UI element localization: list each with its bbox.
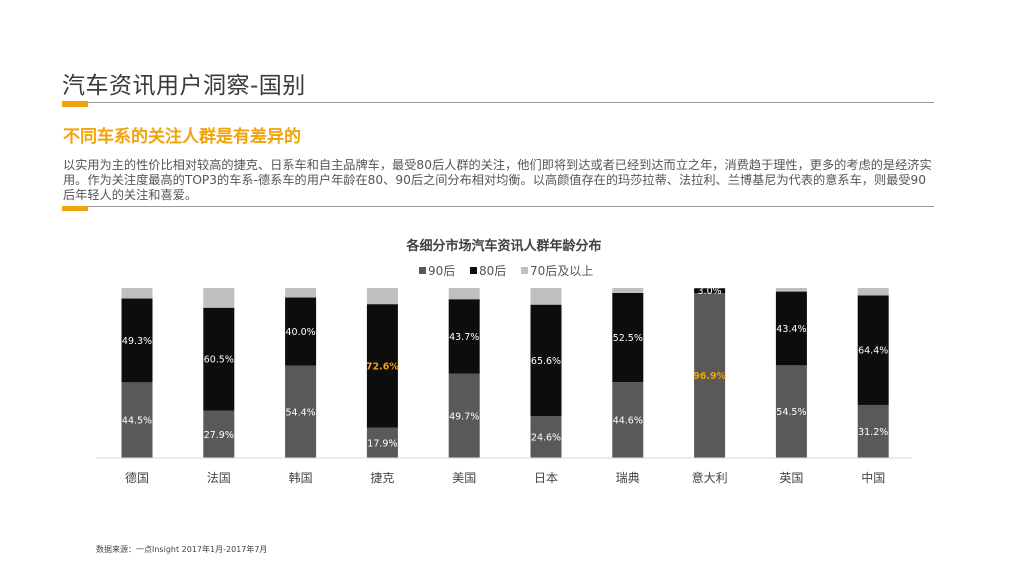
- category-label: 日本: [534, 471, 558, 485]
- data-label: 43.4%: [776, 324, 806, 335]
- bar-segment: [448, 288, 480, 300]
- bar-segment: [612, 382, 644, 458]
- chart-title: 各细分市场汽车资讯人群年龄分布: [405, 238, 601, 254]
- bar-segment: [366, 288, 398, 305]
- bar-segment: [448, 299, 480, 374]
- age-distribution-chart: 各细分市场汽车资讯人群年龄分布 90后 80后 70后及以上 44.5% 49.3% 2…: [96, 238, 912, 485]
- data-label: 96.9%: [693, 371, 726, 382]
- category-labels: 德国 法国 韩国 捷克 美国 日本 瑞典 意大利 英国 中国: [125, 470, 885, 485]
- data-label: 60.5%: [204, 355, 234, 366]
- legend-label: 90后: [428, 264, 455, 278]
- bar-segment: [530, 416, 562, 458]
- data-label: 54.4%: [286, 407, 316, 418]
- data-label: 44.6%: [613, 416, 643, 427]
- data-label: 64.4%: [858, 346, 888, 357]
- data-label: 52.5%: [613, 333, 643, 344]
- data-source-note: 数据来源：一点Insight 2017年1月-2017年7月: [96, 545, 268, 554]
- bar-segment: [612, 292, 644, 383]
- bar-segment: [857, 288, 889, 296]
- title-divider: [88, 102, 934, 103]
- legend-label: 80后: [479, 264, 506, 278]
- bar-segment: [203, 410, 235, 458]
- bar-segment: [530, 288, 562, 305]
- bar-segment: [366, 304, 398, 428]
- bar-segment: [285, 288, 317, 298]
- data-label: 31.2%: [858, 427, 888, 438]
- bar-segment: [285, 365, 317, 458]
- legend-swatch: [470, 267, 477, 274]
- title-accent-bar: [62, 101, 88, 107]
- category-label: 法国: [207, 471, 231, 485]
- insight-paragraph: 以实用为主的性价比相对较高的捷克、日系车和自主品牌车，最受80后人群的关注，他们…: [63, 158, 932, 202]
- category-label: 瑞典: [616, 471, 640, 485]
- legend-swatch: [521, 267, 528, 274]
- text-divider: [88, 206, 934, 207]
- data-label: 43.7%: [449, 332, 479, 343]
- bar-segment: [203, 307, 235, 411]
- bar-segment: [857, 404, 889, 458]
- data-label: 49.7%: [449, 411, 479, 422]
- bar-segment: [121, 298, 153, 383]
- data-label: 65.6%: [531, 356, 561, 367]
- section-heading: 不同车系的关注人群是有差异的: [63, 127, 301, 147]
- bar-segment: [612, 288, 644, 293]
- data-label: 54.5%: [776, 407, 806, 418]
- bar-segment: [775, 291, 807, 366]
- data-label: 17.9%: [367, 438, 397, 449]
- category-label: 美国: [452, 471, 476, 485]
- bar-segment: [857, 295, 889, 405]
- page-title: 汽车资讯用户洞察-国别: [62, 73, 306, 99]
- bar-segment: [203, 288, 235, 308]
- data-label: 40.0%: [286, 327, 316, 338]
- bar-segment: [121, 288, 153, 299]
- bar-segment: [366, 427, 398, 458]
- bar-segment: [448, 373, 480, 458]
- category-label: 德国: [125, 470, 149, 485]
- bar-segment: [530, 304, 562, 417]
- data-label: 24.6%: [531, 433, 561, 444]
- chart-bars: 44.5% 49.3% 27.9% 60.5% 54.4% 40.0% 17.9% 72.6%…: [121, 286, 889, 458]
- bar-segment: [121, 382, 153, 458]
- bar-segment: [775, 288, 807, 292]
- category-label: 英国: [779, 471, 803, 485]
- legend-label: 70后及以上: [530, 264, 593, 278]
- legend-swatch: [419, 267, 426, 274]
- data-label: 49.3%: [122, 336, 152, 347]
- data-label: 44.5%: [122, 416, 152, 427]
- data-label: 3.0%: [698, 286, 722, 297]
- category-label: 韩国: [289, 470, 313, 485]
- data-label: 72.6%: [366, 361, 399, 372]
- bar-segment: [285, 297, 317, 366]
- category-label: 中国: [861, 470, 885, 485]
- text-accent-bar: [62, 206, 88, 211]
- chart-legend: 90后 80后 70后及以上: [419, 264, 593, 278]
- bar-segment: [775, 365, 807, 458]
- category-label: 意大利: [692, 470, 728, 485]
- bar-segment: [694, 293, 726, 458]
- data-label: 27.9%: [204, 430, 234, 441]
- category-label: 捷克: [370, 471, 394, 485]
- bar-segment: [694, 288, 726, 294]
